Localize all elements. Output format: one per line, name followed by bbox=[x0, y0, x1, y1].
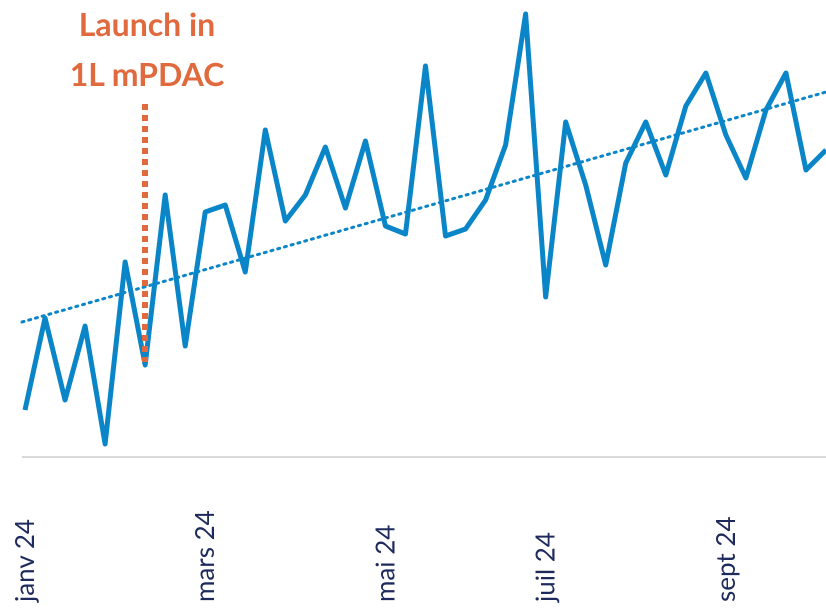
annotation-line: 1L mPDAC bbox=[70, 54, 225, 93]
annotation-line: Launch in bbox=[79, 4, 215, 43]
x-tick-label: mars 24 bbox=[188, 510, 220, 602]
x-tick-label: mai 24 bbox=[368, 525, 400, 602]
line-series bbox=[22, 11, 826, 447]
x-tick-label: juil 24 bbox=[529, 532, 561, 603]
x-tick-label: janv 24 bbox=[8, 519, 40, 603]
x-tick-label: sept 24 bbox=[709, 516, 741, 602]
